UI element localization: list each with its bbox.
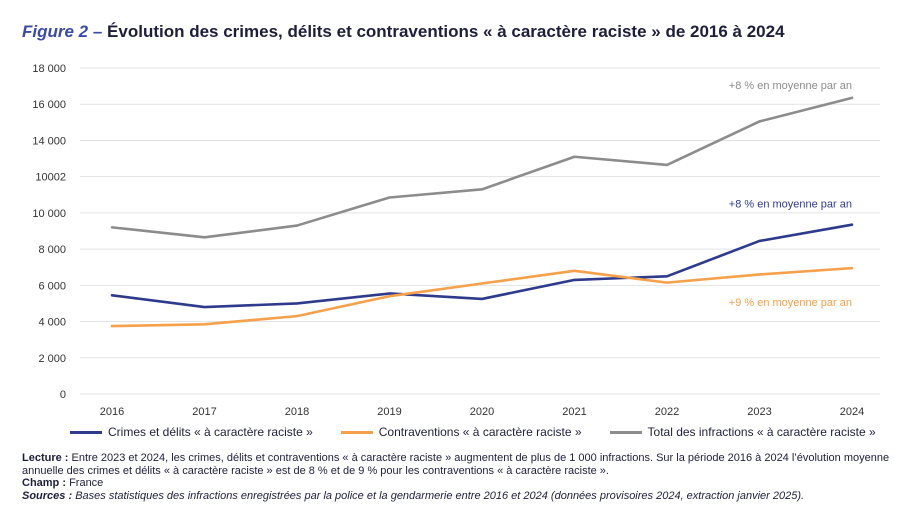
champ-note: Champ : France: [22, 477, 892, 490]
y-tick-label: 2 000: [38, 353, 66, 365]
y-tick-label: 18 000: [32, 63, 66, 75]
legend-label-contraventions: Contraventions « à caractère raciste »: [378, 425, 582, 439]
y-tick-label: 8 000: [38, 244, 66, 256]
legend-swatch-total: [609, 430, 642, 434]
y-tick-label: 16 000: [32, 99, 66, 111]
x-tick-label: 2021: [562, 406, 586, 418]
x-tick-label: 2018: [285, 406, 309, 418]
legend-item-total: Total des infractions « à caractère raci…: [609, 425, 876, 439]
line-chart: 0 2 000 4 000 6 000 8 000 10 000 10002 14 000 16…: [32, 63, 880, 418]
x-tick-label: 2017: [192, 406, 216, 418]
series-line-0: [110, 223, 854, 309]
y-tick-label: 0: [60, 389, 66, 401]
figure-notes: Lecture : Entre 2023 et 2024, les crimes…: [22, 452, 892, 502]
champ-label: Champ :: [22, 477, 66, 489]
chart-legend: Crimes et délits « à caractère raciste »…: [70, 425, 890, 439]
lecture-label: Lecture :: [22, 452, 69, 464]
annotation-label: +8 % en moyenne par an: [729, 80, 852, 92]
x-tick-label: 2020: [470, 406, 494, 418]
legend-label-total: Total des infractions « à caractère raci…: [647, 425, 876, 439]
y-tick-label: 14 000: [32, 135, 66, 147]
y-tick-label: 10002: [35, 172, 66, 184]
lecture-note: Lecture : Entre 2023 et 2024, les crimes…: [22, 452, 892, 477]
y-tick-label: 10 000: [32, 208, 66, 220]
figure-title-text: Évolution des crimes, délits et contrave…: [107, 22, 785, 41]
annotation-label: +8 % en moyenne par an: [729, 199, 852, 211]
legend-swatch-crimes: [70, 430, 102, 434]
y-tick-label: 6 000: [38, 280, 66, 292]
lecture-text: Entre 2023 et 2024, les crimes, délits e…: [22, 452, 890, 477]
annotation-label: +9 % en moyenne par an: [729, 297, 852, 309]
legend-label-crimes: Crimes et délits « à caractère raciste »: [108, 425, 313, 439]
y-tick-label: 4 000: [38, 317, 66, 329]
sources-note: Sources : Bases statistiques des infract…: [22, 490, 892, 503]
x-tick-label: 2016: [100, 406, 124, 418]
x-tick-label: 2019: [377, 406, 401, 418]
sources-label: Sources :: [22, 489, 73, 502]
champ-text: France: [69, 477, 104, 489]
series-line-2: [110, 96, 854, 239]
figure-number: Figure 2 –: [22, 22, 103, 41]
figure-title: Figure 2 – Évolution des crimes, délits …: [22, 22, 892, 42]
x-tick-label: 2023: [747, 406, 771, 418]
legend-swatch-contraventions: [340, 430, 373, 434]
legend-item-contraventions: Contraventions « à caractère raciste »: [340, 425, 582, 439]
sources-text: Bases statistiques des infractions enreg…: [75, 489, 805, 502]
x-tick-label: 2022: [655, 406, 679, 418]
legend-item-crimes: Crimes et délits « à caractère raciste »: [70, 425, 313, 439]
x-tick-label: 2024: [840, 406, 864, 418]
